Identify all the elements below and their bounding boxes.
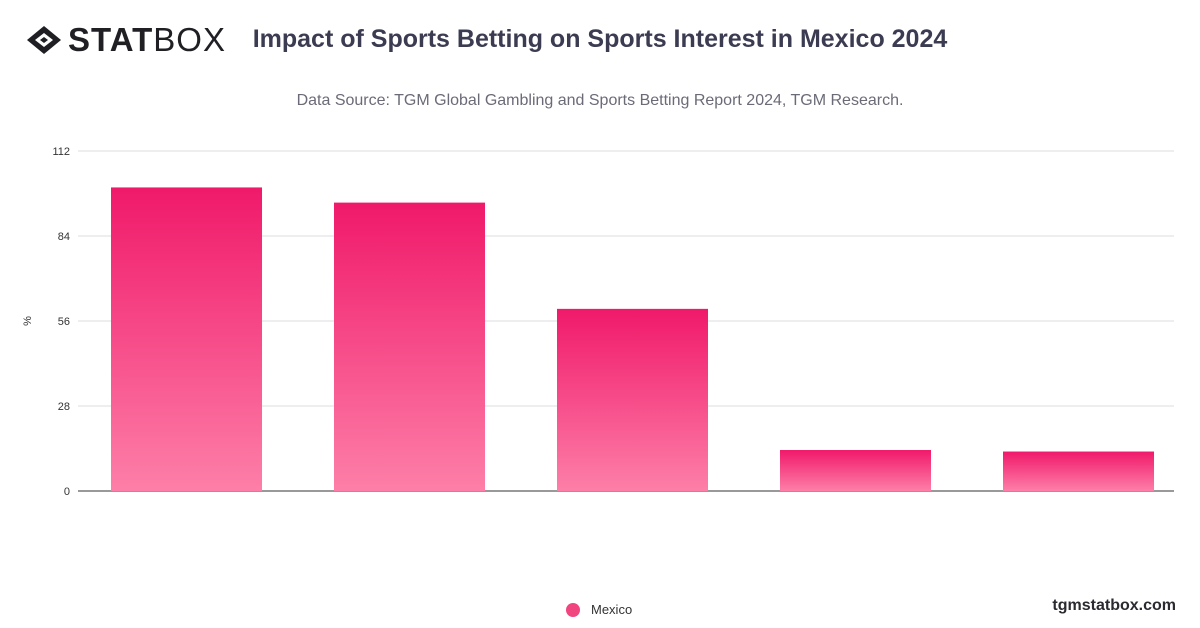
bar-mexico[interactable] — [111, 187, 262, 491]
legend-swatch — [566, 602, 580, 617]
statbox-logo: STATBOX — [26, 22, 226, 58]
bar-mexico[interactable] — [334, 202, 485, 491]
y-tick-label: 84 — [58, 231, 70, 243]
logo-wordmark: STATBOX — [68, 22, 226, 58]
bar-mexico[interactable] — [1003, 451, 1154, 491]
y-tick-label: 56 — [58, 316, 70, 328]
logo-light-text: BOX — [153, 21, 226, 58]
y-tick-labels: 0 28 56 84 112 — [52, 146, 70, 498]
chart-title: Impact of Sports Betting on Sports Inter… — [252, 25, 948, 53]
bar-mexico[interactable] — [557, 308, 708, 491]
y-axis-label: % — [22, 316, 34, 326]
y-tick-label: 0 — [64, 486, 70, 498]
y-tick-label: 112 — [52, 146, 70, 158]
site-url: tgmstatbox.com — [1052, 597, 1176, 614]
bar-mexico[interactable] — [780, 450, 931, 491]
chart-subtitle: Data Source: TGM Global Gambling and Spo… — [296, 92, 904, 109]
bars — [111, 187, 1154, 491]
statbox-diamond-icon — [27, 26, 61, 54]
legend: Mexico — [566, 602, 632, 617]
y-tick-label: 28 — [58, 401, 70, 413]
legend-label: Mexico — [591, 602, 633, 617]
logo-bold-text: STAT — [68, 21, 154, 58]
